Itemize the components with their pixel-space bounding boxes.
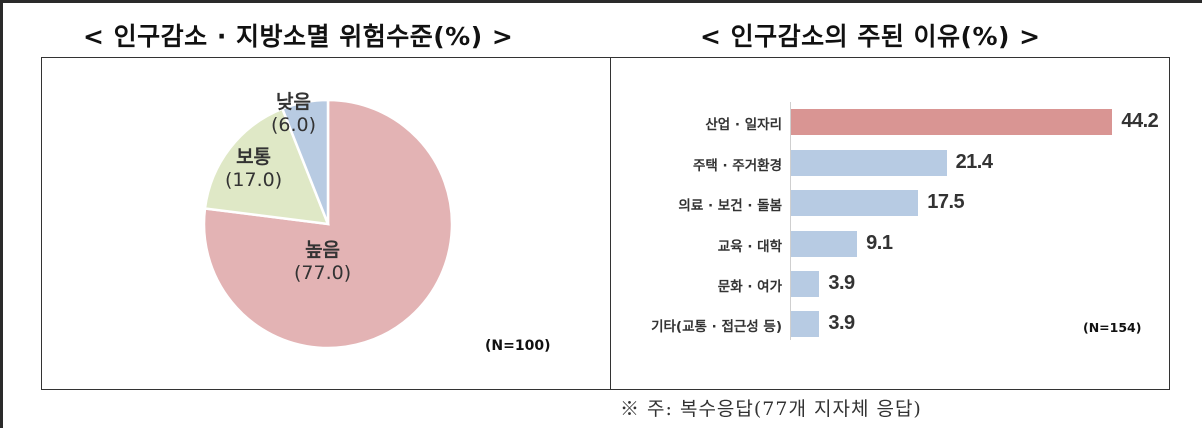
pie-label-high-value: (77.0) — [294, 262, 352, 284]
pie-chart-title: < 인구감소 · 지방소멸 위험수준(%) > — [83, 22, 514, 51]
bar-value: 3.9 — [828, 272, 855, 294]
frame-top-border — [0, 0, 1202, 3]
footnote: ※ 주: 복수응답(77개 지자체 응답) — [620, 398, 922, 420]
pie-slice — [203, 107, 330, 226]
pie-label-low-name: 낮음 — [276, 91, 311, 113]
bar-row: 교육 · 대학 9.1 — [611, 231, 1171, 257]
bar — [791, 311, 820, 337]
pie-label-high-name: 높음 — [305, 239, 341, 261]
bar-row: 주택 · 주거환경 21.4 — [611, 150, 1171, 176]
pie-label-low-value: (6.0) — [271, 114, 317, 136]
bar-label: 기타(교통 · 접근성 등) — [651, 319, 782, 335]
bar-chart-panel: 산업 · 일자리 44.2 주택 · 주거환경 21.4 의료 · 보건 · 돌… — [610, 57, 1170, 390]
pie-label-medium: 보통 (17.0) — [225, 146, 282, 192]
bar-label: 의료 · 보건 · 돌봄 — [678, 198, 782, 214]
frame-left-border — [0, 0, 3, 428]
pie-slice — [280, 98, 330, 225]
pie-chart-panel: 낮음 (6.0) 보통 (17.0) 높음 (77.0) (N=100) — [41, 57, 612, 390]
bar-label: 산업 · 일자리 — [705, 117, 782, 133]
bar-sample-size: (N=154) — [1083, 320, 1142, 335]
bar-value: 9.1 — [866, 232, 893, 254]
pie-chart — [202, 98, 454, 350]
bar-row: 기타(교통 · 접근성 등) 3.9 — [611, 311, 1171, 337]
bar-chart-axis — [790, 102, 791, 340]
bar-value: 3.9 — [828, 312, 855, 334]
bar-label: 문화 · 여가 — [717, 279, 782, 295]
bar-row: 의료 · 보건 · 돌봄 17.5 — [611, 190, 1171, 216]
pie-label-medium-name: 보통 — [236, 146, 272, 168]
pie-label-low: 낮음 (6.0) — [271, 91, 316, 137]
bar — [791, 109, 1113, 135]
bar — [791, 231, 858, 257]
bar — [791, 190, 919, 216]
bar-row: 문화 · 여가 3.9 — [611, 271, 1171, 297]
bar-row: 산업 · 일자리 44.2 — [611, 109, 1171, 135]
pie-label-medium-value: (17.0) — [225, 169, 283, 191]
bar-value: 21.4 — [955, 151, 993, 173]
bar-label: 주택 · 주거환경 — [692, 158, 782, 174]
bar — [791, 150, 947, 176]
bar — [791, 271, 820, 297]
pie-label-high: 높음 (77.0) — [294, 239, 351, 285]
bar-value: 44.2 — [1121, 110, 1159, 132]
bar-chart-title: < 인구감소의 주된 이유(%) > — [700, 22, 1041, 51]
bar-label: 교육 · 대학 — [717, 239, 782, 255]
bar-value: 17.5 — [927, 191, 965, 213]
pie-sample-size: (N=100) — [485, 338, 551, 354]
